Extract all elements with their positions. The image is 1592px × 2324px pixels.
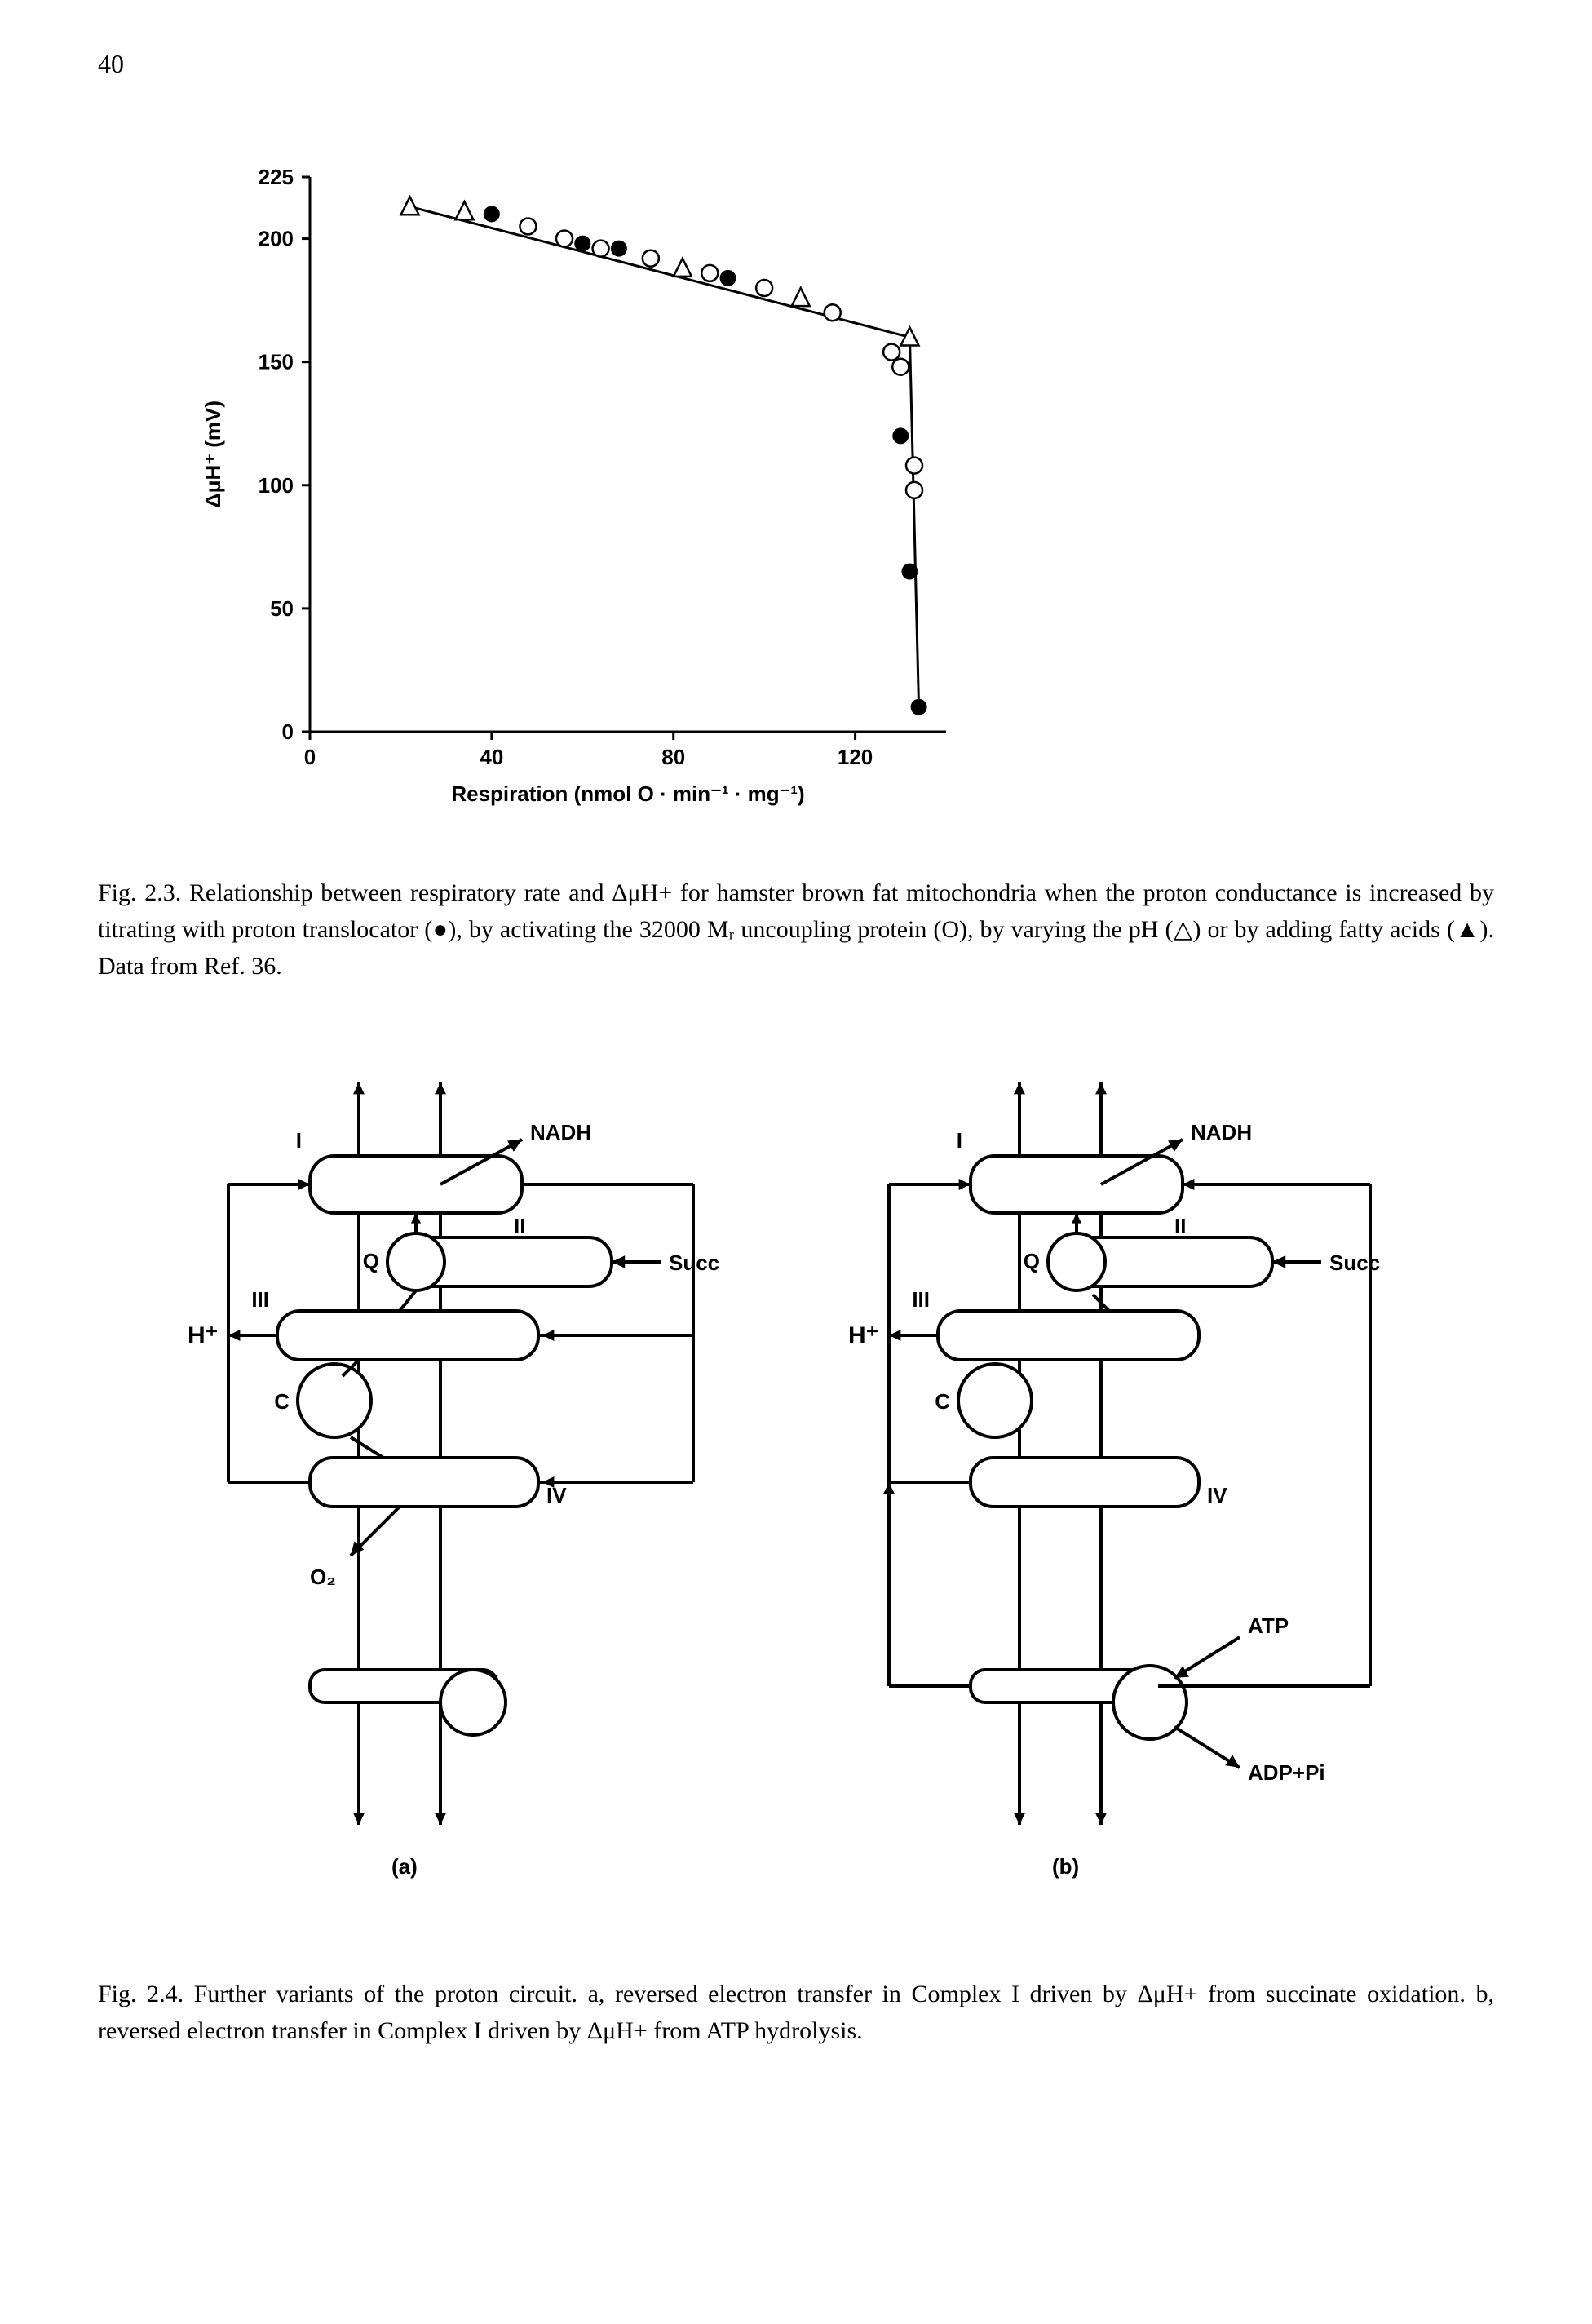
fig24-caption: Fig. 2.4. Further variants of the proton… <box>98 1976 1494 2049</box>
page-number: 40 <box>98 49 1494 79</box>
fig24-diagram: INADHIISuccQIIICIVH⁺O₂(a) INADHIISuccQII… <box>98 1050 1484 1947</box>
svg-text:IV: IV <box>1207 1483 1227 1507</box>
svg-text:NADH: NADH <box>530 1120 591 1144</box>
svg-text:Q: Q <box>363 1249 379 1273</box>
svg-text:II: II <box>1174 1214 1186 1238</box>
svg-text:Q: Q <box>1024 1249 1040 1273</box>
svg-text:C: C <box>935 1389 950 1414</box>
svg-text:ADP+Pi: ADP+Pi <box>1248 1760 1325 1785</box>
svg-text:0: 0 <box>304 745 316 769</box>
svg-text:O₂: O₂ <box>310 1565 336 1589</box>
svg-text:Respiration (nmol O · min⁻¹ ·: Respiration (nmol O · min⁻¹ · mg⁻¹) <box>451 781 804 806</box>
svg-text:40: 40 <box>480 745 503 769</box>
svg-text:H⁺: H⁺ <box>188 1322 219 1349</box>
svg-text:150: 150 <box>259 350 294 374</box>
svg-text:120: 120 <box>838 745 873 769</box>
svg-text:0: 0 <box>282 719 294 744</box>
fig23-chart: 0 40 80 120 0 50 100 150 200 225 Respiration (nmol… <box>147 112 1044 846</box>
svg-text:ΔμH⁺ (mV): ΔμH⁺ (mV) <box>201 401 225 508</box>
figure-2-3: 0 40 80 120 0 50 100 150 200 225 Respiration (nmol… <box>98 112 1494 985</box>
svg-text:200: 200 <box>259 227 294 251</box>
svg-text:C: C <box>274 1389 290 1414</box>
svg-text:I: I <box>957 1128 962 1153</box>
svg-text:I: I <box>296 1128 302 1153</box>
svg-text:III: III <box>251 1287 269 1312</box>
svg-text:80: 80 <box>661 745 685 769</box>
svg-text:50: 50 <box>270 596 294 621</box>
svg-text:III: III <box>912 1287 930 1312</box>
figure-2-4: INADHIISuccQIIICIVH⁺O₂(a) INADHIISuccQII… <box>98 1050 1494 2049</box>
svg-text:NADH: NADH <box>1191 1120 1252 1144</box>
svg-text:H⁺: H⁺ <box>848 1322 879 1349</box>
svg-text:(b): (b) <box>1052 1854 1079 1879</box>
svg-text:225: 225 <box>259 165 294 189</box>
svg-text:II: II <box>514 1214 525 1238</box>
fig23-caption: Fig. 2.3. Relationship between respirato… <box>98 874 1494 985</box>
svg-text:100: 100 <box>259 473 294 498</box>
svg-text:ATP: ATP <box>1248 1614 1289 1638</box>
svg-text:IV: IV <box>546 1483 567 1507</box>
svg-text:(a): (a) <box>391 1854 418 1879</box>
svg-text:Succ: Succ <box>1329 1251 1380 1275</box>
